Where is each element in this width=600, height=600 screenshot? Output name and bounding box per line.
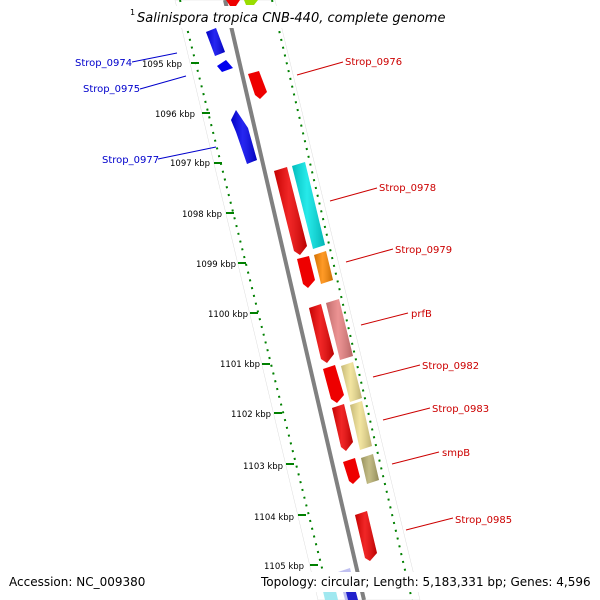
gene-arrow[interactable] xyxy=(323,365,344,403)
tick-label: 1101 kbp xyxy=(220,360,260,370)
tick-label: 1095 kbp xyxy=(142,60,182,70)
gene-Strop_0983[interactable] xyxy=(332,401,372,451)
gene-label-smpB[interactable]: smpB xyxy=(442,448,470,459)
gene-arrow[interactable] xyxy=(226,0,240,6)
gene-label-Strop_0975[interactable]: Strop_0975 xyxy=(83,84,140,95)
topology-text: Topology: circular; Length: 5,183,331 bp… xyxy=(260,575,591,589)
gene-shading xyxy=(274,167,307,255)
footer-backdrop-left xyxy=(6,572,156,592)
tick-label: 1104 kbp xyxy=(254,513,294,523)
gene-label-Strop_0977[interactable]: Strop_0977 xyxy=(102,155,159,166)
gene-shading xyxy=(355,511,377,561)
gene-arrow[interactable] xyxy=(244,0,258,5)
gene-label-Strop_0983[interactable]: Strop_0983 xyxy=(432,404,489,415)
gene-Strop_0976[interactable] xyxy=(248,71,267,99)
leader-line xyxy=(157,146,217,160)
leader-line xyxy=(372,364,421,378)
gene-shading xyxy=(332,404,353,451)
tick-label: 1102 kbp xyxy=(231,410,271,420)
tick-label: 1098 kbp xyxy=(182,210,222,220)
gene-label-prfB[interactable]: prfB xyxy=(411,309,432,320)
gene-arrow[interactable] xyxy=(217,60,233,72)
gene-shading xyxy=(341,362,362,402)
genome-backbone xyxy=(223,0,366,600)
gene-Strop_0978[interactable] xyxy=(274,162,325,255)
gene-arrow[interactable] xyxy=(248,71,267,99)
gene-smpB[interactable] xyxy=(343,454,379,484)
leader-line xyxy=(360,312,409,326)
tick-label: 1103 kbp xyxy=(243,462,283,472)
gene-shading xyxy=(350,401,372,450)
gene-label-Strop_0978[interactable]: Strop_0978 xyxy=(379,183,436,194)
gene-label-Strop_0974[interactable]: Strop_0974 xyxy=(75,58,132,69)
tick-label: 1105 kbp xyxy=(264,562,304,572)
gene-label-Strop_0976[interactable]: Strop_0976 xyxy=(345,57,402,68)
tick-label: 1100 kbp xyxy=(208,310,248,320)
footer-backdrop-right xyxy=(258,572,600,592)
leader-line xyxy=(382,407,431,421)
track-band xyxy=(174,0,421,600)
title-backdrop xyxy=(126,6,470,28)
leader-line xyxy=(345,248,394,263)
gene-shading xyxy=(309,304,334,363)
gene-Strop_0977[interactable] xyxy=(231,110,257,164)
map-title: Salinispora tropica CNB-440, complete ge… xyxy=(137,11,445,26)
tick-marks: 1095 kbp 1096 kbp 1097 kbp 1098 kbp 1099… xyxy=(142,60,318,572)
tick-label: 1096 kbp xyxy=(155,110,195,120)
leader-line xyxy=(131,52,178,63)
gene-Strop_0985[interactable] xyxy=(355,511,377,561)
gene-shading xyxy=(206,28,225,56)
leader-line xyxy=(139,75,187,90)
gene-Strop_0975[interactable] xyxy=(217,60,233,72)
gene-label-Strop_0985[interactable]: Strop_0985 xyxy=(455,515,512,526)
gene-arrow[interactable] xyxy=(343,458,360,484)
track-edge-dots xyxy=(271,0,413,600)
gene-shading xyxy=(292,162,325,249)
title-superscript: 1 xyxy=(130,8,135,17)
leader-line xyxy=(296,61,344,76)
gene-prfB[interactable] xyxy=(309,299,353,363)
gene-shading xyxy=(314,251,333,284)
leader-line xyxy=(391,451,440,465)
gene-shading xyxy=(231,110,257,164)
gene-Strop_0979[interactable] xyxy=(297,251,333,288)
gene-Strop_0982[interactable] xyxy=(323,362,362,403)
gene-label-Strop_0982[interactable]: Strop_0982 xyxy=(422,361,479,372)
leader-line xyxy=(405,517,454,531)
gene-Strop_0974[interactable] xyxy=(206,28,225,56)
leader-line xyxy=(329,187,378,202)
tick-label: 1099 kbp xyxy=(196,260,236,270)
gene-shading xyxy=(361,454,379,484)
gene-label-Strop_0979[interactable]: Strop_0979 xyxy=(395,245,452,256)
gene-shading xyxy=(326,299,353,360)
gene-arrow[interactable] xyxy=(297,256,315,288)
leader-lines xyxy=(131,52,454,531)
accession-text: Accession: NC_009380 xyxy=(9,575,145,589)
tick-label: 1097 kbp xyxy=(170,159,210,169)
